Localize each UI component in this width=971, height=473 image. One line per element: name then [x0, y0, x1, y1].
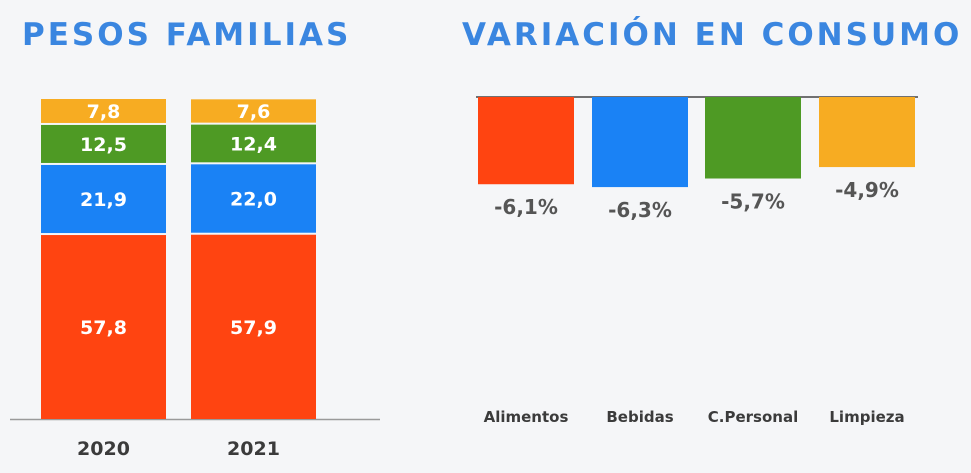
category-label-Alimentos: Alimentos: [484, 408, 569, 426]
stack-segment-2021-1: [191, 164, 316, 233]
stack-segment-2020-3: [41, 99, 166, 123]
variation-bar-Bebidas: [592, 97, 688, 188]
stack-segment-2020-0: [41, 235, 166, 419]
stack-segment-2020-1: [41, 164, 166, 234]
category-label-Bebidas: Bebidas: [606, 408, 673, 426]
segment-value-label: 22,0: [230, 189, 277, 211]
stack-segment-2021-2: [191, 124, 316, 163]
category-label-C.Personal: C.Personal: [708, 408, 798, 426]
segment-value-label: 12,5: [80, 134, 127, 156]
x-tick-label-2021: 2021: [227, 438, 280, 460]
segment-value-label: 57,9: [230, 317, 277, 339]
stack-segment-2020-2: [41, 124, 166, 163]
segment-value-label: 7,6: [237, 101, 271, 123]
variation-bar-Alimentos: [478, 97, 574, 185]
variation-value-label: -6,3%: [608, 198, 672, 222]
segment-value-label: 57,8: [80, 317, 127, 339]
variation-value-label: -5,7%: [721, 190, 785, 214]
x-tick-label-2020: 2020: [77, 438, 130, 460]
pesos-familias-title: PESOS FAMILIAS: [22, 17, 352, 53]
segment-value-label: 7,8: [87, 101, 121, 123]
variation-value-label: -6,1%: [494, 195, 558, 219]
stack-segment-2021-0: [191, 234, 316, 419]
variation-bar-C.Personal: [705, 97, 801, 179]
stack-segment-2021-3: [191, 99, 316, 123]
variation-bar-Limpieza: [819, 97, 915, 168]
variacion-consumo-title: VARIACIÓN EN CONSUMO: [462, 17, 963, 53]
variation-value-label: -4,9%: [835, 178, 899, 202]
segment-value-label: 21,9: [80, 189, 127, 211]
segment-value-label: 12,4: [230, 133, 277, 155]
category-label-Limpieza: Limpieza: [829, 408, 904, 426]
